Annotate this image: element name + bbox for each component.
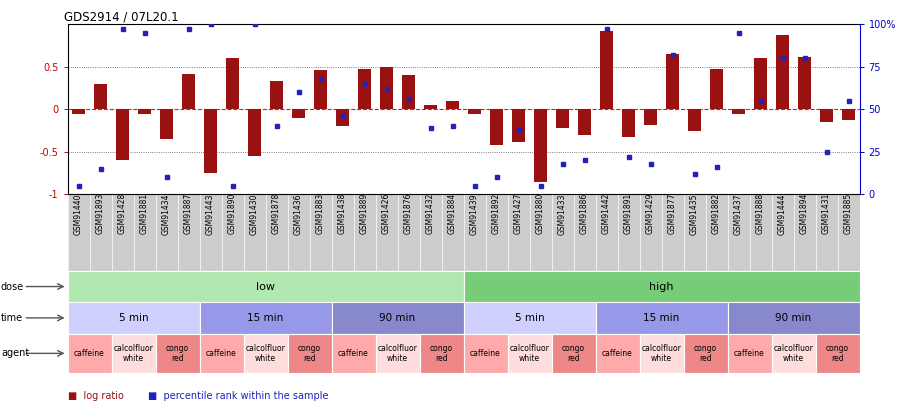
Bar (425, 105, 436, 109)
Bar (139, 109, 150, 113)
Bar (227, 58, 239, 109)
Text: congo
red: congo red (694, 344, 717, 363)
Bar (556, 109, 569, 128)
Bar (688, 109, 700, 130)
Bar (402, 75, 415, 109)
Text: low: low (256, 281, 275, 292)
Bar (710, 68, 723, 109)
Text: GDS2914 / 07L20.1: GDS2914 / 07L20.1 (64, 10, 178, 23)
Bar (68, 271, 464, 302)
Text: caffeine: caffeine (470, 349, 501, 358)
Bar (287, 334, 331, 373)
Bar (200, 302, 331, 334)
Bar (331, 302, 464, 334)
Bar (596, 334, 640, 373)
Bar (464, 271, 860, 302)
Bar (314, 70, 327, 109)
Bar (754, 58, 767, 109)
Bar (94, 84, 106, 109)
Bar (68, 334, 112, 373)
Bar (464, 334, 508, 373)
Text: calcolfluor
white: calcolfluor white (113, 344, 153, 363)
Bar (337, 109, 348, 126)
Text: calcolfluor
white: calcolfluor white (246, 344, 285, 363)
Bar (244, 334, 287, 373)
Bar (116, 109, 129, 160)
Bar (68, 302, 200, 334)
Bar (644, 109, 657, 125)
Text: calcolfluor
white: calcolfluor white (774, 344, 814, 363)
Text: 15 min: 15 min (644, 313, 680, 323)
Bar (727, 302, 860, 334)
Bar (292, 109, 304, 118)
Bar (200, 334, 244, 373)
Bar (72, 109, 85, 113)
Text: congo
red: congo red (298, 344, 321, 363)
Text: 90 min: 90 min (776, 313, 812, 323)
Bar (508, 334, 552, 373)
Text: ■  percentile rank within the sample: ■ percentile rank within the sample (148, 391, 329, 401)
Bar (112, 334, 156, 373)
Bar (683, 334, 727, 373)
Bar (464, 302, 596, 334)
Bar (666, 54, 679, 109)
Text: 90 min: 90 min (380, 313, 416, 323)
Bar (491, 109, 502, 145)
Bar (375, 334, 419, 373)
Text: ■  log ratio: ■ log ratio (68, 391, 123, 401)
Bar (640, 334, 683, 373)
Bar (552, 334, 596, 373)
Bar (600, 31, 613, 109)
Bar (727, 334, 771, 373)
Bar (156, 334, 200, 373)
Text: calcolfluor
white: calcolfluor white (642, 344, 681, 363)
Bar (469, 109, 481, 113)
Bar (623, 109, 634, 136)
Bar (183, 74, 194, 109)
Bar (579, 109, 590, 135)
Bar (419, 334, 464, 373)
Bar (777, 34, 788, 109)
Bar (798, 57, 811, 109)
Bar (815, 334, 859, 373)
Bar (535, 109, 546, 181)
Text: time: time (1, 313, 23, 323)
Text: congo
red: congo red (562, 344, 585, 363)
Bar (381, 67, 392, 109)
Bar (733, 109, 744, 113)
Bar (821, 109, 833, 122)
Text: caffeine: caffeine (338, 349, 369, 358)
Bar (204, 109, 217, 173)
Bar (331, 334, 375, 373)
Bar (512, 109, 525, 142)
Text: congo
red: congo red (826, 344, 849, 363)
Text: congo
red: congo red (430, 344, 453, 363)
Text: caffeine: caffeine (602, 349, 633, 358)
Text: caffeine: caffeine (74, 349, 105, 358)
Text: caffeine: caffeine (734, 349, 765, 358)
Text: calcolfluor
white: calcolfluor white (509, 344, 549, 363)
Bar (160, 109, 173, 139)
Bar (270, 81, 283, 109)
Bar (771, 334, 815, 373)
Bar (446, 101, 459, 109)
Bar (842, 109, 854, 119)
Text: 15 min: 15 min (248, 313, 284, 323)
Text: dose: dose (1, 281, 24, 292)
Text: 5 min: 5 min (515, 313, 544, 323)
Bar (358, 68, 371, 109)
Text: caffeine: caffeine (206, 349, 237, 358)
Bar (596, 302, 727, 334)
Text: 5 min: 5 min (119, 313, 148, 323)
Text: agent: agent (1, 348, 29, 358)
Text: congo
red: congo red (166, 344, 189, 363)
Bar (248, 109, 261, 156)
Text: high: high (649, 281, 674, 292)
Text: calcolfluor
white: calcolfluor white (378, 344, 418, 363)
